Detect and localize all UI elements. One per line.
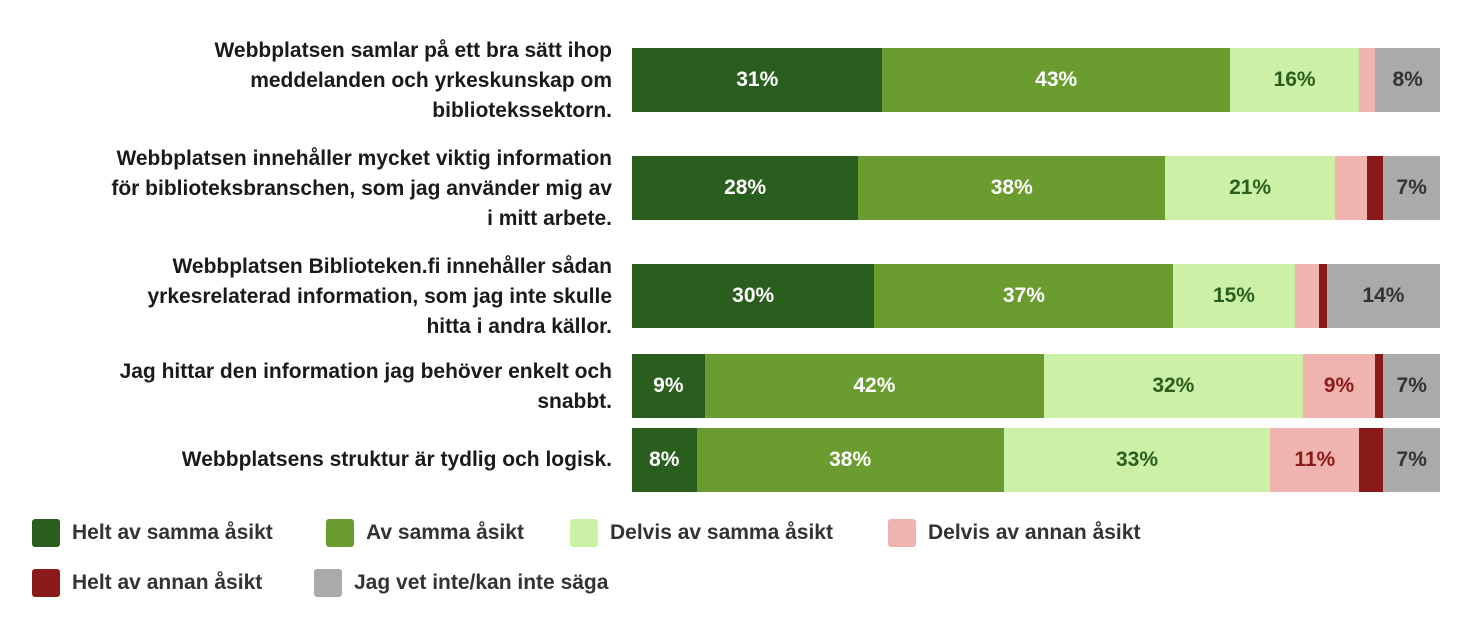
category-label-line: bibliotekssektorn. — [432, 99, 612, 122]
legend-item: Delvis av samma åsikt — [570, 518, 833, 548]
category-label: Jag hittar den information jag behöver e… — [12, 352, 612, 422]
category-label: Webbplatsens struktur är tydlig och logi… — [12, 428, 612, 492]
legend-label: Av samma åsikt — [366, 521, 524, 544]
bar-segment — [882, 48, 1230, 112]
category-label-line: yrkesrelaterad information, som jag inte… — [147, 285, 613, 308]
bar-segment — [1270, 428, 1360, 492]
category-label-line: Jag hittar den information jag behöver e… — [119, 360, 612, 383]
bar-segment — [632, 156, 859, 220]
bar-segment — [1367, 156, 1384, 220]
category-label-text: Webbplatsen samlar på ett bra sätt ihop m… — [214, 36, 612, 126]
legend-swatch — [32, 519, 60, 547]
legend-item: Delvis av annan åsikt — [888, 518, 1140, 548]
legend-item: Helt av annan åsikt — [32, 568, 262, 598]
category-label: Webbplatsen innehåller mycket viktig inf… — [12, 140, 612, 238]
bar-segment — [1318, 264, 1327, 328]
bar-segment — [632, 428, 697, 492]
legend-item: Av samma åsikt — [326, 518, 524, 548]
bar-segment — [704, 354, 1045, 418]
bar-segment — [1359, 428, 1384, 492]
bar-segment — [1003, 428, 1271, 492]
data-label: 8% — [1392, 68, 1423, 91]
data-label: 8% — [649, 448, 680, 471]
legend-label: Helt av samma åsikt — [72, 521, 273, 544]
category-label-text: Webbplatsens struktur är tydlig och logi… — [182, 445, 612, 475]
category-label-text: Webbplatsen Biblioteken.fi innehåller så… — [148, 252, 613, 342]
bar-segment — [1383, 354, 1440, 418]
category-label-line: Webbplatsens struktur är tydlig och logi… — [181, 448, 612, 471]
data-label: 21% — [1229, 176, 1272, 199]
data-label: 9% — [653, 374, 684, 397]
data-label: 14% — [1362, 284, 1405, 307]
data-label: 42% — [853, 374, 896, 397]
data-label: 32% — [1152, 374, 1195, 397]
data-label: 38% — [990, 176, 1033, 199]
bar-segment — [1294, 264, 1319, 328]
data-label: 7% — [1396, 374, 1427, 397]
bar-segment — [1044, 354, 1303, 418]
data-label: 33% — [1115, 448, 1158, 471]
bar-segment — [632, 48, 883, 112]
category-label-line: Webbplatsen samlar på ett bra sätt ihop — [214, 39, 612, 62]
data-label: 37% — [1002, 284, 1045, 307]
bar-segment — [632, 264, 875, 328]
bar-segment — [1375, 48, 1440, 112]
bar-segment — [1383, 428, 1440, 492]
bar-segment — [1375, 354, 1384, 418]
bar-segment — [1229, 48, 1360, 112]
data-label: 11% — [1294, 448, 1336, 471]
category-label-line: i mitt arbete. — [487, 207, 612, 230]
legend-label: Jag vet inte/kan inte säga — [354, 571, 609, 594]
data-label: 30% — [732, 284, 775, 307]
category-label: Webbplatsen samlar på ett bra sätt ihop m… — [12, 32, 612, 130]
bar-segment — [1173, 264, 1295, 328]
data-label: 7% — [1396, 176, 1427, 199]
bar-segment — [696, 428, 1004, 492]
category-label-line: snabbt. — [537, 390, 612, 413]
category-label-line: Webbplatsen innehåller mycket viktig inf… — [116, 147, 612, 170]
bar-segment — [1334, 156, 1368, 220]
legend-swatch — [326, 519, 354, 547]
data-label: 28% — [724, 176, 767, 199]
legend-label: Delvis av annan åsikt — [928, 521, 1141, 544]
legend-label: Delvis av samma åsikt — [610, 521, 833, 544]
data-label: 38% — [829, 448, 872, 471]
bar-segment — [632, 354, 705, 418]
category-label-text: Jag hittar den information jag behöver e… — [120, 357, 612, 417]
bar-segment — [1302, 354, 1376, 418]
data-label: 7% — [1396, 448, 1427, 471]
bar-segment — [1359, 48, 1376, 112]
data-label: 15% — [1212, 284, 1255, 307]
category-label-line: meddelanden och yrkeskunskap om — [250, 69, 612, 92]
category-label-line: Webbplatsen Biblioteken.fi innehåller så… — [172, 255, 612, 278]
legend-swatch — [32, 569, 60, 597]
legend-item: Helt av samma åsikt — [32, 518, 273, 548]
bar-segment — [1383, 156, 1440, 220]
data-label: 16% — [1273, 68, 1316, 91]
legend-swatch — [314, 569, 342, 597]
data-label: 9% — [1323, 374, 1355, 397]
legend-item: Jag vet inte/kan inte säga — [314, 568, 608, 598]
category-label-line: för biblioteksbranschen, som jag använde… — [111, 177, 612, 200]
category-label: Webbplatsen Biblioteken.fi innehåller så… — [12, 248, 613, 346]
bar-segment — [1165, 156, 1335, 220]
data-label: 31% — [736, 68, 779, 91]
category-label-line: hitta i andra källor. — [426, 315, 612, 338]
legend-swatch — [570, 519, 598, 547]
legend-label: Helt av annan åsikt — [72, 571, 263, 594]
legend-swatch — [888, 519, 916, 547]
bar-segment — [1326, 264, 1440, 328]
bar-segment — [874, 264, 1174, 328]
data-label: 43% — [1035, 68, 1078, 91]
bar-segment — [858, 156, 1166, 220]
category-label-text: Webbplatsen innehåller mycket viktig inf… — [111, 144, 612, 234]
